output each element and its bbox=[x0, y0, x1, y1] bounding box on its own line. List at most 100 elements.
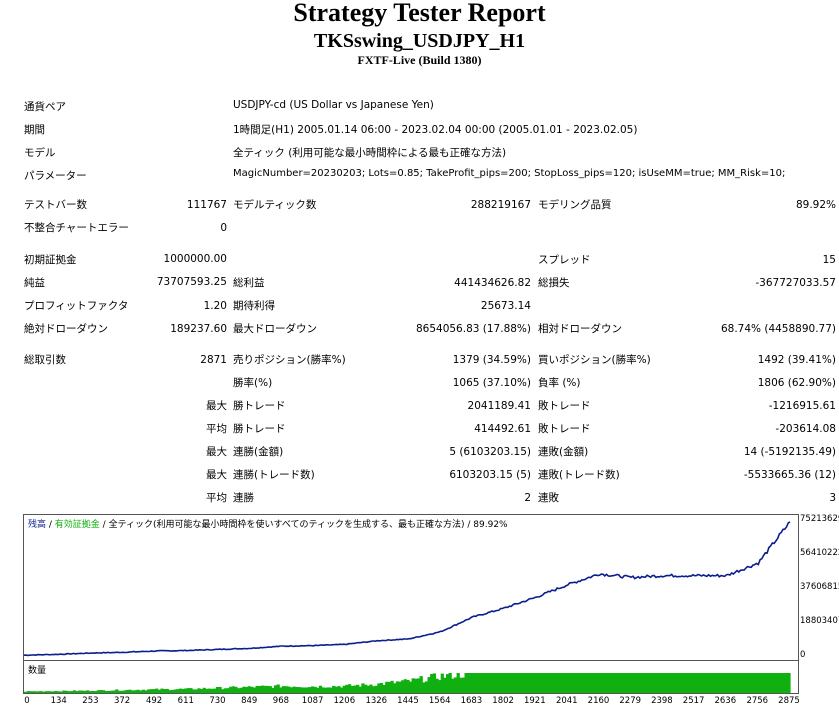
period-value: 1時間足(H1) 2005.01.14 06:00 - 2023.02.04 0… bbox=[233, 124, 638, 136]
volume-bar bbox=[139, 690, 143, 693]
volume-bar bbox=[170, 689, 175, 693]
volume-bar bbox=[782, 673, 786, 693]
equity-chart: 残高 / 有効証拠金 / 全ティック(利用可能な最小時間枠を使いすべてのティック… bbox=[23, 514, 799, 661]
x-tick-label: 492 bbox=[145, 696, 163, 706]
volume-bar bbox=[681, 673, 685, 693]
volume-bar bbox=[596, 673, 601, 693]
volume-bar bbox=[229, 686, 233, 693]
volume-bar bbox=[393, 683, 397, 693]
volume-bar bbox=[676, 673, 680, 693]
volume-svg bbox=[24, 673, 791, 693]
volume-bar bbox=[745, 673, 749, 693]
short-positions-value: 1379 (34.59%) bbox=[452, 354, 531, 366]
volume-bar bbox=[311, 686, 315, 693]
volume-bar bbox=[160, 688, 164, 693]
x-tick-label: 2041 bbox=[555, 696, 578, 706]
volume-bar bbox=[594, 673, 598, 693]
volume-bar bbox=[535, 673, 540, 693]
volume-bar bbox=[647, 673, 651, 693]
volume-bar bbox=[763, 673, 767, 693]
avg-cons-losses-value: 3 bbox=[829, 492, 836, 504]
max-win-value: 2041189.41 bbox=[467, 400, 531, 412]
x-tick-label: 1087 bbox=[301, 696, 324, 706]
volume-bar bbox=[517, 673, 521, 693]
volume-bar bbox=[165, 688, 169, 693]
volume-bar bbox=[618, 673, 622, 693]
volume-bar bbox=[358, 686, 362, 693]
volume-bar bbox=[530, 673, 534, 693]
volume-bar bbox=[604, 673, 608, 693]
volume-bar bbox=[247, 686, 251, 693]
x-tick-label: 611 bbox=[177, 696, 194, 706]
max-cons-loss-value: -5533665.36 (12) bbox=[743, 469, 836, 481]
volume-bar bbox=[461, 677, 465, 693]
volume-bar bbox=[80, 690, 84, 693]
volume-bar bbox=[409, 681, 413, 693]
volume-bar bbox=[274, 685, 278, 693]
volume-bar bbox=[297, 687, 301, 693]
volume-bar bbox=[549, 673, 553, 693]
avg-loss-value: -203614.08 bbox=[775, 423, 836, 435]
volume-bar bbox=[44, 691, 49, 693]
profit-factor-value: 1.20 bbox=[203, 300, 227, 312]
volume-bar bbox=[305, 687, 309, 693]
volume-bar bbox=[205, 688, 209, 693]
volume-bar bbox=[395, 681, 399, 693]
avg-prefix: 平均 bbox=[206, 423, 227, 435]
parameters-label: パラメーター bbox=[24, 170, 87, 182]
volume-bar bbox=[99, 690, 103, 693]
volume-bar bbox=[525, 673, 529, 693]
quality-value: 89.92% bbox=[795, 199, 836, 211]
x-tick-label: 849 bbox=[241, 696, 258, 706]
volume-bar bbox=[557, 673, 561, 693]
max-cons-losses-value: 14 (-5192135.49) bbox=[743, 446, 836, 458]
volume-bar bbox=[784, 673, 788, 693]
x-tick-label: 134 bbox=[50, 696, 67, 706]
avg-cons-wins-label: 連勝 bbox=[233, 492, 254, 504]
x-tick-label: 1206 bbox=[333, 696, 356, 706]
volume-bar bbox=[464, 673, 468, 693]
volume-bar bbox=[438, 680, 442, 693]
volume-bar bbox=[115, 689, 119, 693]
period-label: 期間 bbox=[24, 124, 45, 136]
volume-bar bbox=[47, 691, 52, 693]
volume-bar bbox=[147, 689, 151, 693]
x-tick-label: 2160 bbox=[587, 696, 610, 706]
volume-bar bbox=[533, 673, 537, 693]
volume-bar bbox=[620, 673, 624, 693]
volume-bar bbox=[480, 673, 484, 693]
volume-bar bbox=[758, 673, 762, 693]
volume-bar bbox=[334, 686, 338, 693]
profit-factor-label: プロフィットファクタ bbox=[24, 300, 129, 312]
y-tick-label: 75213629 bbox=[800, 514, 839, 524]
avg-win-value: 414492.61 bbox=[474, 423, 531, 435]
volume-bar bbox=[377, 683, 381, 693]
volume-bar bbox=[70, 691, 74, 693]
volume-bar bbox=[120, 690, 124, 693]
report-title: Strategy Tester Report bbox=[293, 0, 546, 27]
volume-bar bbox=[353, 685, 357, 693]
volume-bar bbox=[673, 673, 677, 693]
expected-payoff-value: 25673.14 bbox=[480, 300, 531, 312]
volume-bar bbox=[652, 673, 656, 693]
ticks-label: モデルティック数 bbox=[233, 199, 317, 211]
win-rate-label: 勝率(%) bbox=[233, 377, 273, 389]
x-tick-label: 1683 bbox=[460, 696, 483, 706]
volume-bar bbox=[62, 690, 66, 693]
volume-bar bbox=[472, 673, 476, 693]
volume-bar bbox=[631, 673, 635, 693]
volume-bar bbox=[718, 673, 722, 693]
gross-profit-value: 441434626.82 bbox=[454, 277, 531, 289]
volume-bar bbox=[443, 677, 447, 693]
volume-bar bbox=[506, 673, 510, 693]
volume-bar bbox=[610, 673, 614, 693]
volume-bar bbox=[250, 686, 254, 693]
volume-bar bbox=[774, 673, 778, 693]
volume-bar bbox=[501, 673, 505, 693]
volume-bar bbox=[56, 691, 61, 693]
quality-label: モデリング品質 bbox=[538, 199, 612, 211]
volume-bar bbox=[53, 691, 58, 693]
volume-bar bbox=[488, 673, 492, 693]
volume-bar bbox=[565, 673, 569, 693]
mismatch-label: 不整合チャートエラー bbox=[24, 222, 129, 234]
